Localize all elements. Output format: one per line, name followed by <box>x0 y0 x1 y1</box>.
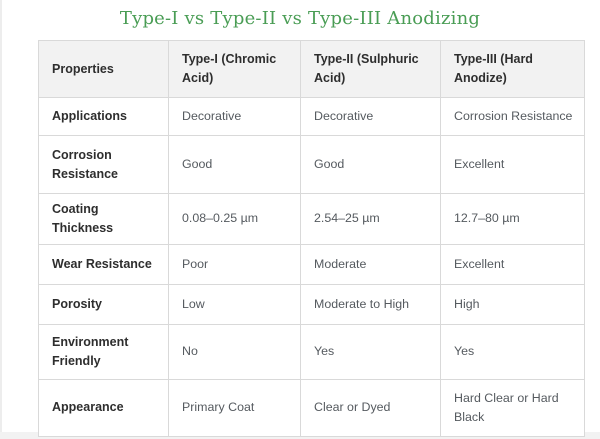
column-header-properties: Properties <box>38 40 169 98</box>
value-cell: Decorative <box>300 97 441 136</box>
value-cell: Primary Coat <box>168 378 301 437</box>
value-cell: Excellent <box>440 135 585 194</box>
table-row: Coating Thickness 0.08–0.25 µm 2.54–25 µ… <box>38 193 585 245</box>
page-edge-left <box>0 0 2 439</box>
value-cell: Decorative <box>168 97 301 136</box>
page-title: Type-I vs Type-II vs Type-III Anodizing <box>119 8 481 29</box>
value-cell: Clear or Dyed <box>300 378 441 437</box>
table-row: Environment Friendly No Yes Yes <box>38 323 585 380</box>
value-cell: Yes <box>300 323 441 380</box>
table-row: Appearance Primary Coat Clear or Dyed Ha… <box>38 378 585 437</box>
table-row: Applications Decorative Decorative Corro… <box>38 97 585 136</box>
title-bar: Type-I vs Type-II vs Type-III Anodizing <box>0 0 600 40</box>
property-cell: Porosity <box>38 283 169 325</box>
property-cell: Applications <box>38 97 169 136</box>
value-cell: Low <box>168 283 301 325</box>
column-header-type2: Type-II (Sulphuric Acid) <box>300 40 441 98</box>
table-row: Corrosion Resistance Good Good Excellent <box>38 135 585 194</box>
value-cell: Excellent <box>440 243 585 285</box>
table-header-row: Properties Type-I (Chromic Acid) Type-II… <box>38 40 585 98</box>
value-cell: 12.7–80 µm <box>440 193 585 245</box>
property-cell: Coating Thickness <box>38 193 169 245</box>
property-cell: Corrosion Resistance <box>38 135 169 194</box>
anodizing-comparison-table: Properties Type-I (Chromic Acid) Type-II… <box>38 40 585 437</box>
property-cell: Environment Friendly <box>38 323 169 380</box>
table-row: Porosity Low Moderate to High High <box>38 283 585 325</box>
value-cell: Moderate to High <box>300 283 441 325</box>
column-header-type1: Type-I (Chromic Acid) <box>168 40 301 98</box>
value-cell: Corrosion Resistance <box>440 97 585 136</box>
value-cell: High <box>440 283 585 325</box>
column-header-type3: Type-III (Hard Anodize) <box>440 40 585 98</box>
property-cell: Appearance <box>38 378 169 437</box>
value-cell: Yes <box>440 323 585 380</box>
value-cell: Moderate <box>300 243 441 285</box>
value-cell: Hard Clear or Hard Black <box>440 378 585 437</box>
table-row: Wear Resistance Poor Moderate Excellent <box>38 243 585 285</box>
value-cell: No <box>168 323 301 380</box>
value-cell: 0.08–0.25 µm <box>168 193 301 245</box>
value-cell: 2.54–25 µm <box>300 193 441 245</box>
value-cell: Good <box>300 135 441 194</box>
property-cell: Wear Resistance <box>38 243 169 285</box>
value-cell: Good <box>168 135 301 194</box>
value-cell: Poor <box>168 243 301 285</box>
